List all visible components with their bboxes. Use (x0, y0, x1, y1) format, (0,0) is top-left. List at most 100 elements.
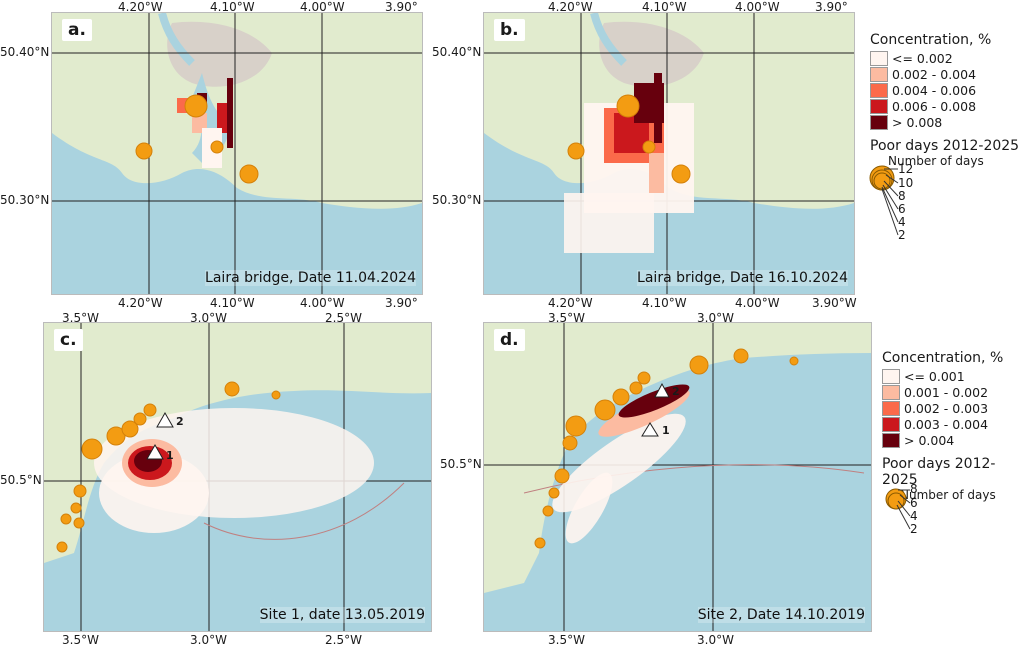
legend-swatch (870, 98, 888, 114)
legend-label: 0.001 - 0.002 (904, 384, 989, 400)
bottom-tick: 4.00°W (735, 296, 780, 310)
bottom-tick: 4.00°W (300, 296, 345, 310)
map-d-canvas (484, 323, 871, 631)
legend-row: <= 0.002 (870, 50, 1020, 66)
left-tick: 50.5°N (440, 457, 482, 471)
concentration-legend-top: Concentration, % <= 0.002 0.002 - 0.004 … (870, 32, 1020, 168)
legend-row: 0.002 - 0.004 (870, 66, 1020, 82)
legend-swatch (870, 114, 888, 130)
legend-row: 0.006 - 0.008 (870, 98, 1020, 114)
left-tick: 50.5°N (0, 473, 42, 487)
urban-area (599, 21, 704, 87)
legend-swatch (870, 66, 888, 82)
legend-swatch (882, 384, 900, 400)
panel-caption: Site 2, Date 14.10.2019 (697, 607, 865, 623)
legend-swatch (870, 82, 888, 98)
concentration-legend-bottom: Concentration, % <= 0.001 0.001 - 0.002 … (882, 350, 1022, 502)
top-tick: 4.20°W (548, 0, 593, 14)
panel-label: d. (494, 329, 525, 351)
poor-days-subtitle: Number of days (900, 488, 996, 502)
left-tick: 50.40°N (0, 45, 50, 59)
left-tick: 50.40°N (432, 45, 482, 59)
legend-label: <= 0.002 (892, 50, 953, 66)
poor-days-value: 2 (910, 522, 918, 536)
top-tick: 3.5°W (548, 311, 585, 325)
river (590, 13, 627, 66)
panel-label: c. (54, 329, 83, 351)
map-panel-c[interactable]: 2 1 c. Site 1, date 13.05.2019 (43, 322, 432, 632)
top-tick: 4.10°W (642, 0, 687, 14)
panel-caption: Site 1, date 13.05.2019 (259, 607, 425, 623)
map-b-canvas (484, 13, 854, 294)
left-tick: 50.30°N (0, 193, 50, 207)
legend-row: > 0.008 (870, 114, 1020, 130)
legend-label: > 0.008 (892, 114, 943, 130)
panel-caption: Laira bridge, Date 16.10.2024 (637, 270, 848, 286)
urban-area (167, 21, 272, 87)
top-tick: 3.90° (815, 0, 848, 14)
poor-days-size-legend-bottom (885, 488, 911, 530)
poor-days-value: 6 (910, 496, 918, 510)
map-c-canvas (44, 323, 431, 631)
left-tick: 50.30°N (432, 193, 482, 207)
legend-row: 0.003 - 0.004 (882, 416, 1022, 432)
poor-days-value: 6 (898, 202, 906, 216)
concentration-cloud (552, 384, 690, 544)
top-tick: 3.90° (385, 0, 418, 14)
legend-label: 0.002 - 0.004 (892, 66, 977, 82)
poor-days-subtitle: Number of days (888, 154, 984, 168)
legend-label: 0.002 - 0.003 (904, 400, 989, 416)
site-2-label: 2 (176, 415, 184, 428)
poor-days-markers (534, 348, 799, 549)
map-panel-d[interactable]: 2 1 d. Site 2, Date 14.10.2019 (483, 322, 872, 632)
legend-title: Concentration, % (882, 350, 1004, 366)
top-tick: 3.5°W (62, 311, 99, 325)
top-tick: 4.00°W (300, 0, 345, 14)
poor-days-value: 10 (898, 176, 914, 190)
site-markers (146, 411, 174, 460)
poor-days-value: 12 (898, 162, 914, 176)
legend-label: 0.004 - 0.006 (892, 82, 977, 98)
legend-label: <= 0.001 (904, 368, 965, 384)
concentration-cells (564, 73, 694, 253)
top-tick: 2.5°W (325, 311, 362, 325)
bottom-tick: 2.5°W (325, 633, 362, 647)
top-tick: 3.0°W (190, 311, 227, 325)
site-1-label: 1 (662, 424, 670, 437)
legend-swatch (882, 432, 900, 448)
poor-days-title: Poor days 2012-2025 (882, 456, 996, 488)
bottom-tick: 3.5°W (62, 633, 99, 647)
poor-days-markers (135, 94, 259, 184)
bottom-tick: 4.10°W (210, 296, 255, 310)
poor-days-value: 8 (898, 189, 906, 203)
bottom-tick: 3.0°W (190, 633, 227, 647)
legend-row: 0.001 - 0.002 (882, 384, 1022, 400)
map-panel-a[interactable]: a. Laira bridge, Date 11.04.2024 (51, 12, 423, 295)
legend-label: 0.003 - 0.004 (904, 416, 989, 432)
river (158, 13, 195, 66)
panel-caption: Laira bridge, Date 11.04.2024 (205, 270, 416, 286)
legend-label: 0.006 - 0.008 (892, 98, 977, 114)
poor-days-value: 4 (910, 509, 918, 523)
legend-swatch (882, 368, 900, 384)
bottom-tick: 4.10°W (642, 296, 687, 310)
legend-swatch (882, 400, 900, 416)
top-tick: 4.00°W (735, 0, 780, 14)
legend-label: > 0.004 (904, 432, 955, 448)
bottom-tick: 4.20°W (548, 296, 593, 310)
poor-days-title: Poor days 2012-2025 (870, 138, 1020, 154)
map-panel-b[interactable]: b. Laira bridge, Date 16.10.2024 (483, 12, 855, 295)
bottom-tick: 3.0°W (697, 633, 734, 647)
site-2-label: 2 (672, 385, 680, 398)
bottom-tick: 3.90°W (812, 296, 857, 310)
top-tick: 3.0°W (697, 311, 734, 325)
poor-days-value: 2 (898, 228, 906, 242)
poor-days-markers (567, 94, 691, 184)
site-1-label: 1 (166, 449, 174, 462)
legend-row: 0.002 - 0.003 (882, 400, 1022, 416)
poor-days-value: 4 (898, 215, 906, 229)
bottom-tick: 3.5°W (548, 633, 585, 647)
poor-days-markers (56, 381, 281, 553)
legend-swatch (870, 50, 888, 66)
site-markers (641, 382, 670, 437)
